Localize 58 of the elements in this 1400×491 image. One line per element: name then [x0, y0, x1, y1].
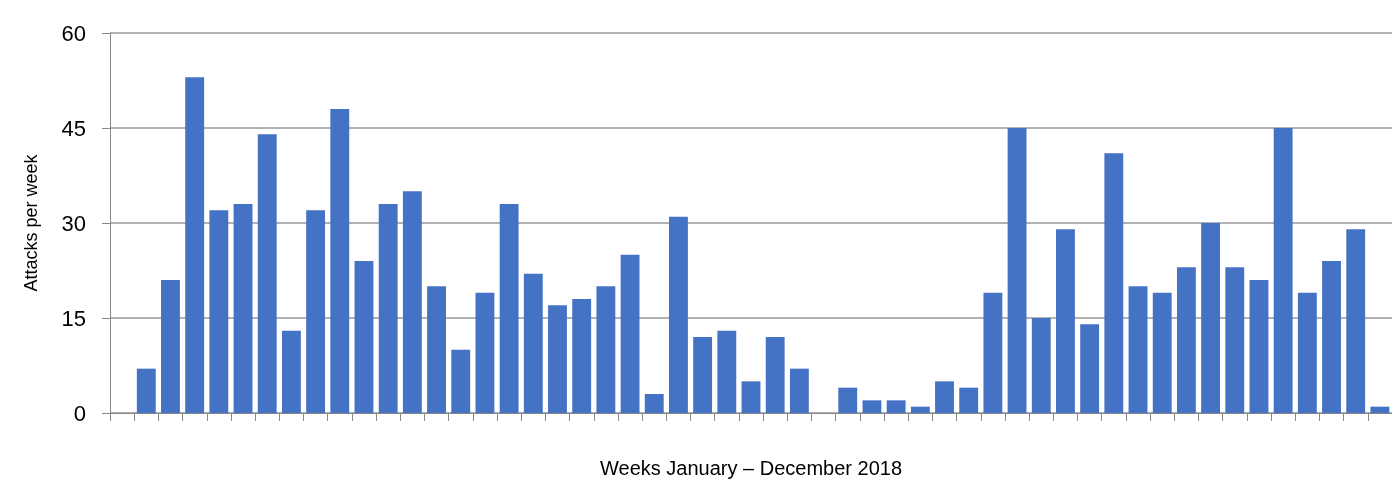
bar	[1056, 229, 1075, 413]
bar	[354, 261, 374, 413]
bar	[1031, 318, 1051, 413]
bar	[209, 210, 229, 413]
bar	[306, 210, 326, 413]
bar	[1322, 261, 1341, 413]
bar	[644, 394, 664, 413]
bar	[1249, 280, 1269, 413]
y-tick-label: 0	[73, 400, 86, 426]
bar	[185, 77, 205, 413]
bar	[281, 330, 301, 413]
bar	[523, 273, 543, 413]
bar	[1080, 324, 1100, 413]
bar	[1225, 267, 1245, 413]
bar	[475, 292, 495, 413]
bar	[765, 337, 785, 413]
bar	[620, 254, 640, 413]
bar	[402, 191, 422, 413]
bar	[548, 305, 567, 413]
bar	[572, 299, 592, 413]
bar	[136, 368, 156, 413]
bar	[789, 368, 809, 413]
bar	[499, 204, 519, 413]
bar	[838, 387, 858, 413]
bar	[741, 381, 761, 413]
bar	[717, 330, 737, 413]
bar	[1152, 292, 1172, 413]
bar	[1176, 267, 1196, 413]
bar	[257, 134, 277, 413]
bar	[983, 292, 1003, 413]
bar	[935, 381, 954, 413]
bar	[1007, 128, 1027, 413]
y-tick-label: 15	[61, 305, 86, 331]
y-tick-label: 30	[61, 210, 86, 236]
bar	[1273, 128, 1293, 413]
bar	[330, 109, 350, 413]
bar	[910, 406, 930, 413]
bar	[669, 216, 688, 413]
y-tick-label: 45	[61, 115, 86, 141]
bar	[451, 349, 471, 413]
bar	[1297, 292, 1317, 413]
bar	[1128, 286, 1148, 413]
bar	[693, 337, 713, 413]
bar	[1370, 406, 1390, 413]
bar	[161, 280, 180, 413]
bar	[378, 204, 398, 413]
x-axis-title: Weeks January – December 2018	[599, 457, 903, 479]
y-tick-label: 60	[61, 20, 86, 46]
bar	[233, 204, 253, 413]
bar	[959, 387, 979, 413]
bar	[886, 400, 906, 413]
y-axis-title: Attacks per week	[21, 153, 41, 292]
bar	[862, 400, 882, 413]
bar	[596, 286, 616, 413]
bar	[1346, 229, 1366, 413]
bar	[1104, 153, 1124, 413]
bar	[1201, 223, 1221, 413]
bar	[427, 286, 446, 413]
